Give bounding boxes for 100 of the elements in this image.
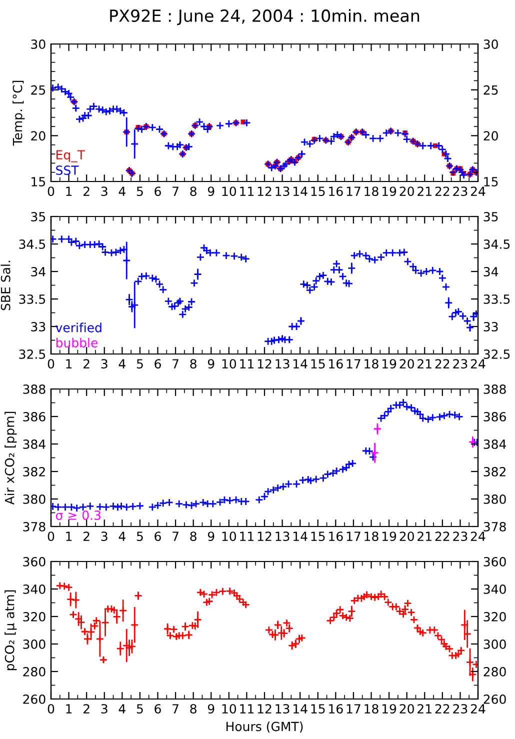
y-tick-label: 34.5 [19, 239, 46, 249]
x-tick-label: 10 [222, 532, 236, 542]
x-tick-label: 17 [346, 359, 360, 368]
x-tick-label: 7 [172, 186, 178, 196]
x-tick-label: 8 [190, 186, 196, 196]
x-tick-label: 9 [208, 532, 214, 542]
x-tick-label: 12 [258, 532, 272, 541]
x-tick-label: 2 [84, 704, 90, 714]
x-tick-label: 12 [258, 359, 272, 368]
x-tick-label: 20 [400, 186, 414, 196]
y2-tick-label: 33.5 [484, 294, 510, 304]
x-tick-label: 14 [294, 186, 308, 196]
x-tick-label: 17 [346, 704, 360, 714]
x-tick-label: 18 [364, 186, 378, 196]
y-tick-label: 34 [31, 266, 46, 276]
x-tick-label: 13 [276, 186, 290, 196]
x-tick-label: 11 [240, 532, 254, 541]
x-tick-label: 5 [136, 359, 143, 369]
y2-tick-label: 380 [484, 494, 506, 504]
y2-tick-label: 260 [484, 694, 506, 704]
x-tick-label: 13 [276, 704, 290, 714]
x-tick-label: 23 [453, 186, 468, 196]
x-tick-label: 7 [172, 532, 178, 541]
x-tick-label: 8 [190, 704, 196, 714]
x-tick-label: 24 [470, 704, 486, 714]
y2-tick-label: 340 [484, 584, 506, 594]
x-tick-label: 21 [418, 359, 432, 368]
y-tick-label: 360 [23, 556, 46, 566]
x-tick-label: 0 [48, 704, 54, 714]
x-tick-label: 21 [418, 532, 432, 541]
x-tick-label: 23 [453, 704, 468, 714]
y-axis-title: Temp. [°C] [12, 80, 25, 146]
x-tick-label: 24 [470, 359, 486, 368]
y-tick-label: 388 [23, 384, 46, 394]
x-tick-label: 16 [329, 359, 343, 369]
y-tick-label: 32.5 [19, 349, 46, 359]
x-tick-label: 24 [470, 186, 486, 196]
x-tick-label: 20 [400, 704, 414, 714]
x-tick-label: 10 [222, 186, 236, 196]
x-tick-label: 6 [154, 186, 161, 196]
x-tick-label: 6 [154, 359, 161, 369]
x-tick-label: 14 [294, 532, 308, 541]
y-tick-label: 386 [23, 412, 46, 422]
y2-tick-label: 30 [484, 39, 498, 49]
x-tick-label: 15 [311, 359, 325, 369]
y-tick-label: 260 [23, 694, 46, 704]
x-tick-label: 4 [118, 704, 126, 714]
y-tick-label: 20 [31, 131, 46, 141]
x-tick-label: 17 [346, 532, 360, 541]
y2-tick-label: 388 [484, 384, 506, 394]
x-tick-label: 9 [208, 704, 214, 714]
y-tick-label: 35 [31, 212, 46, 222]
y2-tick-label: 32.5 [484, 349, 510, 359]
x-tick-label: 22 [435, 704, 450, 714]
y-tick-label: 30 [31, 39, 46, 49]
x-tick-label: 0 [48, 532, 54, 542]
y2-tick-label: 33 [484, 322, 498, 332]
x-tick-label: 20 [400, 532, 414, 542]
x-tick-label: 1 [66, 359, 72, 368]
x-tick-label: 16 [329, 704, 343, 714]
y-tick-label: 33.5 [19, 294, 46, 304]
y2-tick-label: 378 [484, 522, 506, 532]
x-tick-label: 1 [66, 186, 72, 196]
x-tick-label: 10 [222, 359, 236, 369]
x-tick-label: 13 [276, 359, 290, 369]
x-tick-label: 4 [118, 532, 126, 541]
y2-tick-label: 25 [484, 85, 498, 95]
x-tick-label: 5 [136, 704, 143, 714]
x-tick-label: 0 [48, 186, 54, 196]
x-tick-label: 16 [329, 532, 343, 542]
x-tick-label: 19 [382, 359, 396, 369]
y-tick-label: 320 [23, 612, 46, 622]
x-tick-label: 23 [453, 532, 468, 542]
y-tick-label: 382 [23, 466, 45, 476]
x-tick-label: 12 [258, 186, 272, 196]
y2-tick-label: 320 [484, 612, 506, 622]
x-tick-label: 21 [418, 704, 432, 714]
y2-tick-label: 34 [484, 266, 498, 276]
y2-tick-label: 382 [484, 466, 506, 476]
x-tick-label: 3 [101, 359, 108, 369]
y-axis-title: Air xCO₂ [ppm] [4, 412, 17, 505]
text: verified [56, 322, 102, 332]
x-tick-label: 5 [136, 532, 143, 542]
x-axis-title: Hours (GMT) [226, 722, 303, 733]
x-tick-label: 1 [66, 704, 72, 714]
x-tick-label: 3 [101, 532, 108, 542]
x-tick-label: 24 [470, 532, 486, 541]
chart-title: PX92E : June 24, 2004 : 10min. mean [110, 9, 420, 26]
x-tick-label: 3 [101, 704, 108, 714]
x-tick-label: 12 [258, 704, 272, 714]
x-tick-label: 13 [276, 532, 290, 542]
x-tick-label: 18 [364, 359, 378, 369]
y2-tick-label: 384 [484, 439, 506, 449]
x-tick-label: 18 [364, 704, 378, 714]
x-tick-label: 15 [311, 532, 325, 542]
y-tick-label: 300 [23, 639, 46, 649]
x-tick-label: 9 [208, 186, 214, 196]
y-tick-label: 280 [23, 666, 46, 676]
x-tick-label: 8 [190, 359, 196, 369]
y2-tick-label: 35 [484, 212, 498, 222]
